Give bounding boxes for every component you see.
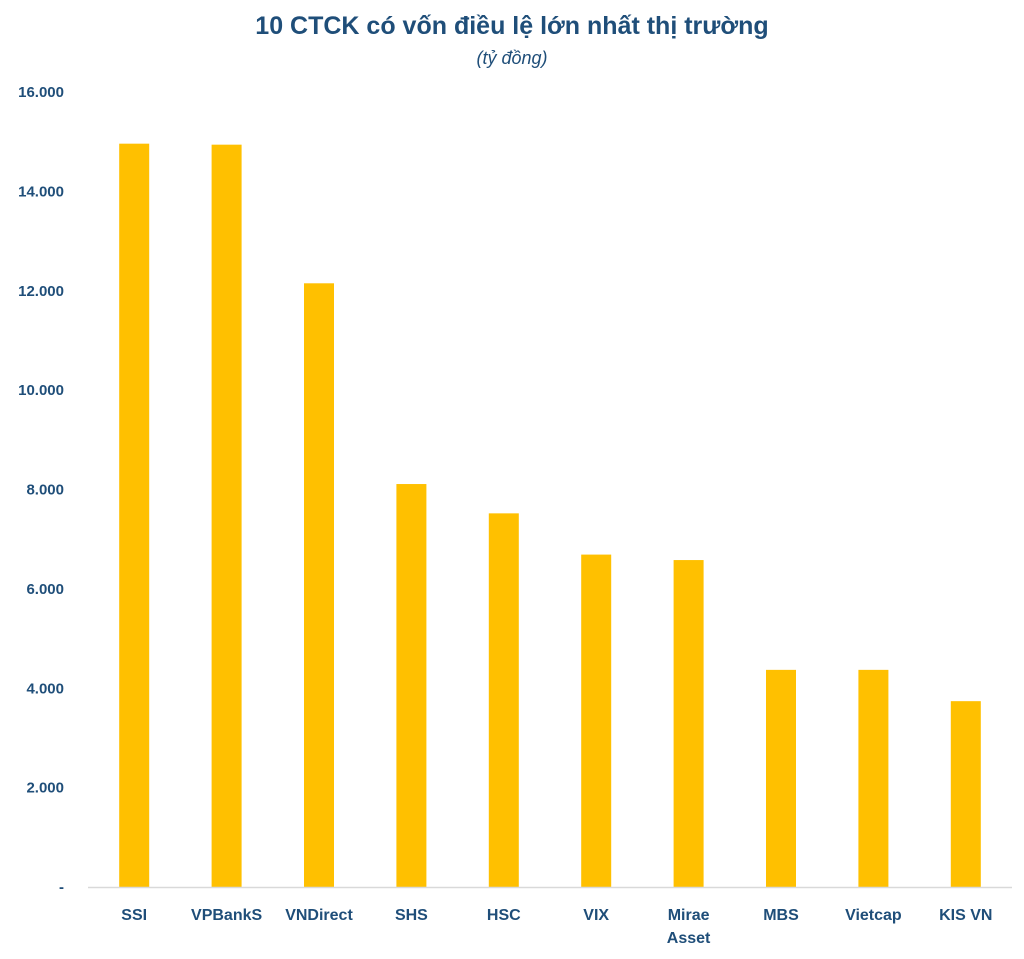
bar-vietcap — [858, 669, 889, 887]
bar-kis-vn — [950, 701, 981, 887]
x-tick-label: VPBankS — [191, 907, 262, 924]
bar-ssi — [119, 143, 150, 888]
bar-mbs — [766, 669, 796, 887]
x-tick-label: Mirae Asset — [667, 907, 711, 947]
bar-vpbanks — [211, 144, 242, 887]
x-tick-label: VNDirect — [285, 907, 353, 924]
y-tick-label: - — [59, 879, 64, 896]
y-tick-label: 4.000 — [26, 680, 64, 697]
y-tick-label: 16.000 — [18, 84, 64, 101]
bar-mirae-asset — [673, 560, 704, 887]
y-tick-label: 2.000 — [26, 780, 64, 797]
x-tick-label: Vietcap — [845, 907, 902, 924]
x-axis: SSI VPBankS VNDirect SHS HSC VIX Mirae Asset MBS… — [121, 907, 992, 947]
y-tick-label: 12.000 — [18, 283, 64, 300]
x-tick-label: VIX — [583, 907, 609, 924]
y-axis: - 2.000 4.000 6.000 8.000 10.000 12.000 14.000 1… — [18, 84, 64, 896]
y-tick-label: 10.000 — [18, 382, 64, 399]
bar-vix — [581, 554, 612, 887]
y-tick-label: 6.000 — [26, 581, 64, 598]
bar-vndirect — [304, 283, 334, 887]
x-tick-label: MBS — [763, 907, 799, 924]
x-tick-label: KIS VN — [939, 907, 992, 924]
x-tick-label: HSC — [487, 907, 521, 924]
bar-hsc — [488, 513, 519, 887]
y-tick-label: 8.000 — [26, 482, 64, 499]
x-tick-label: SHS — [395, 907, 428, 924]
bar-shs — [396, 484, 427, 887]
bars — [119, 143, 981, 888]
chart-title: 10 CTCK có vốn điều lệ lớn nhất thị trườ… — [255, 12, 769, 40]
chart-subtitle: (tỷ đồng) — [476, 48, 548, 68]
y-tick-label: 14.000 — [18, 183, 64, 200]
x-tick-label: SSI — [121, 907, 147, 924]
